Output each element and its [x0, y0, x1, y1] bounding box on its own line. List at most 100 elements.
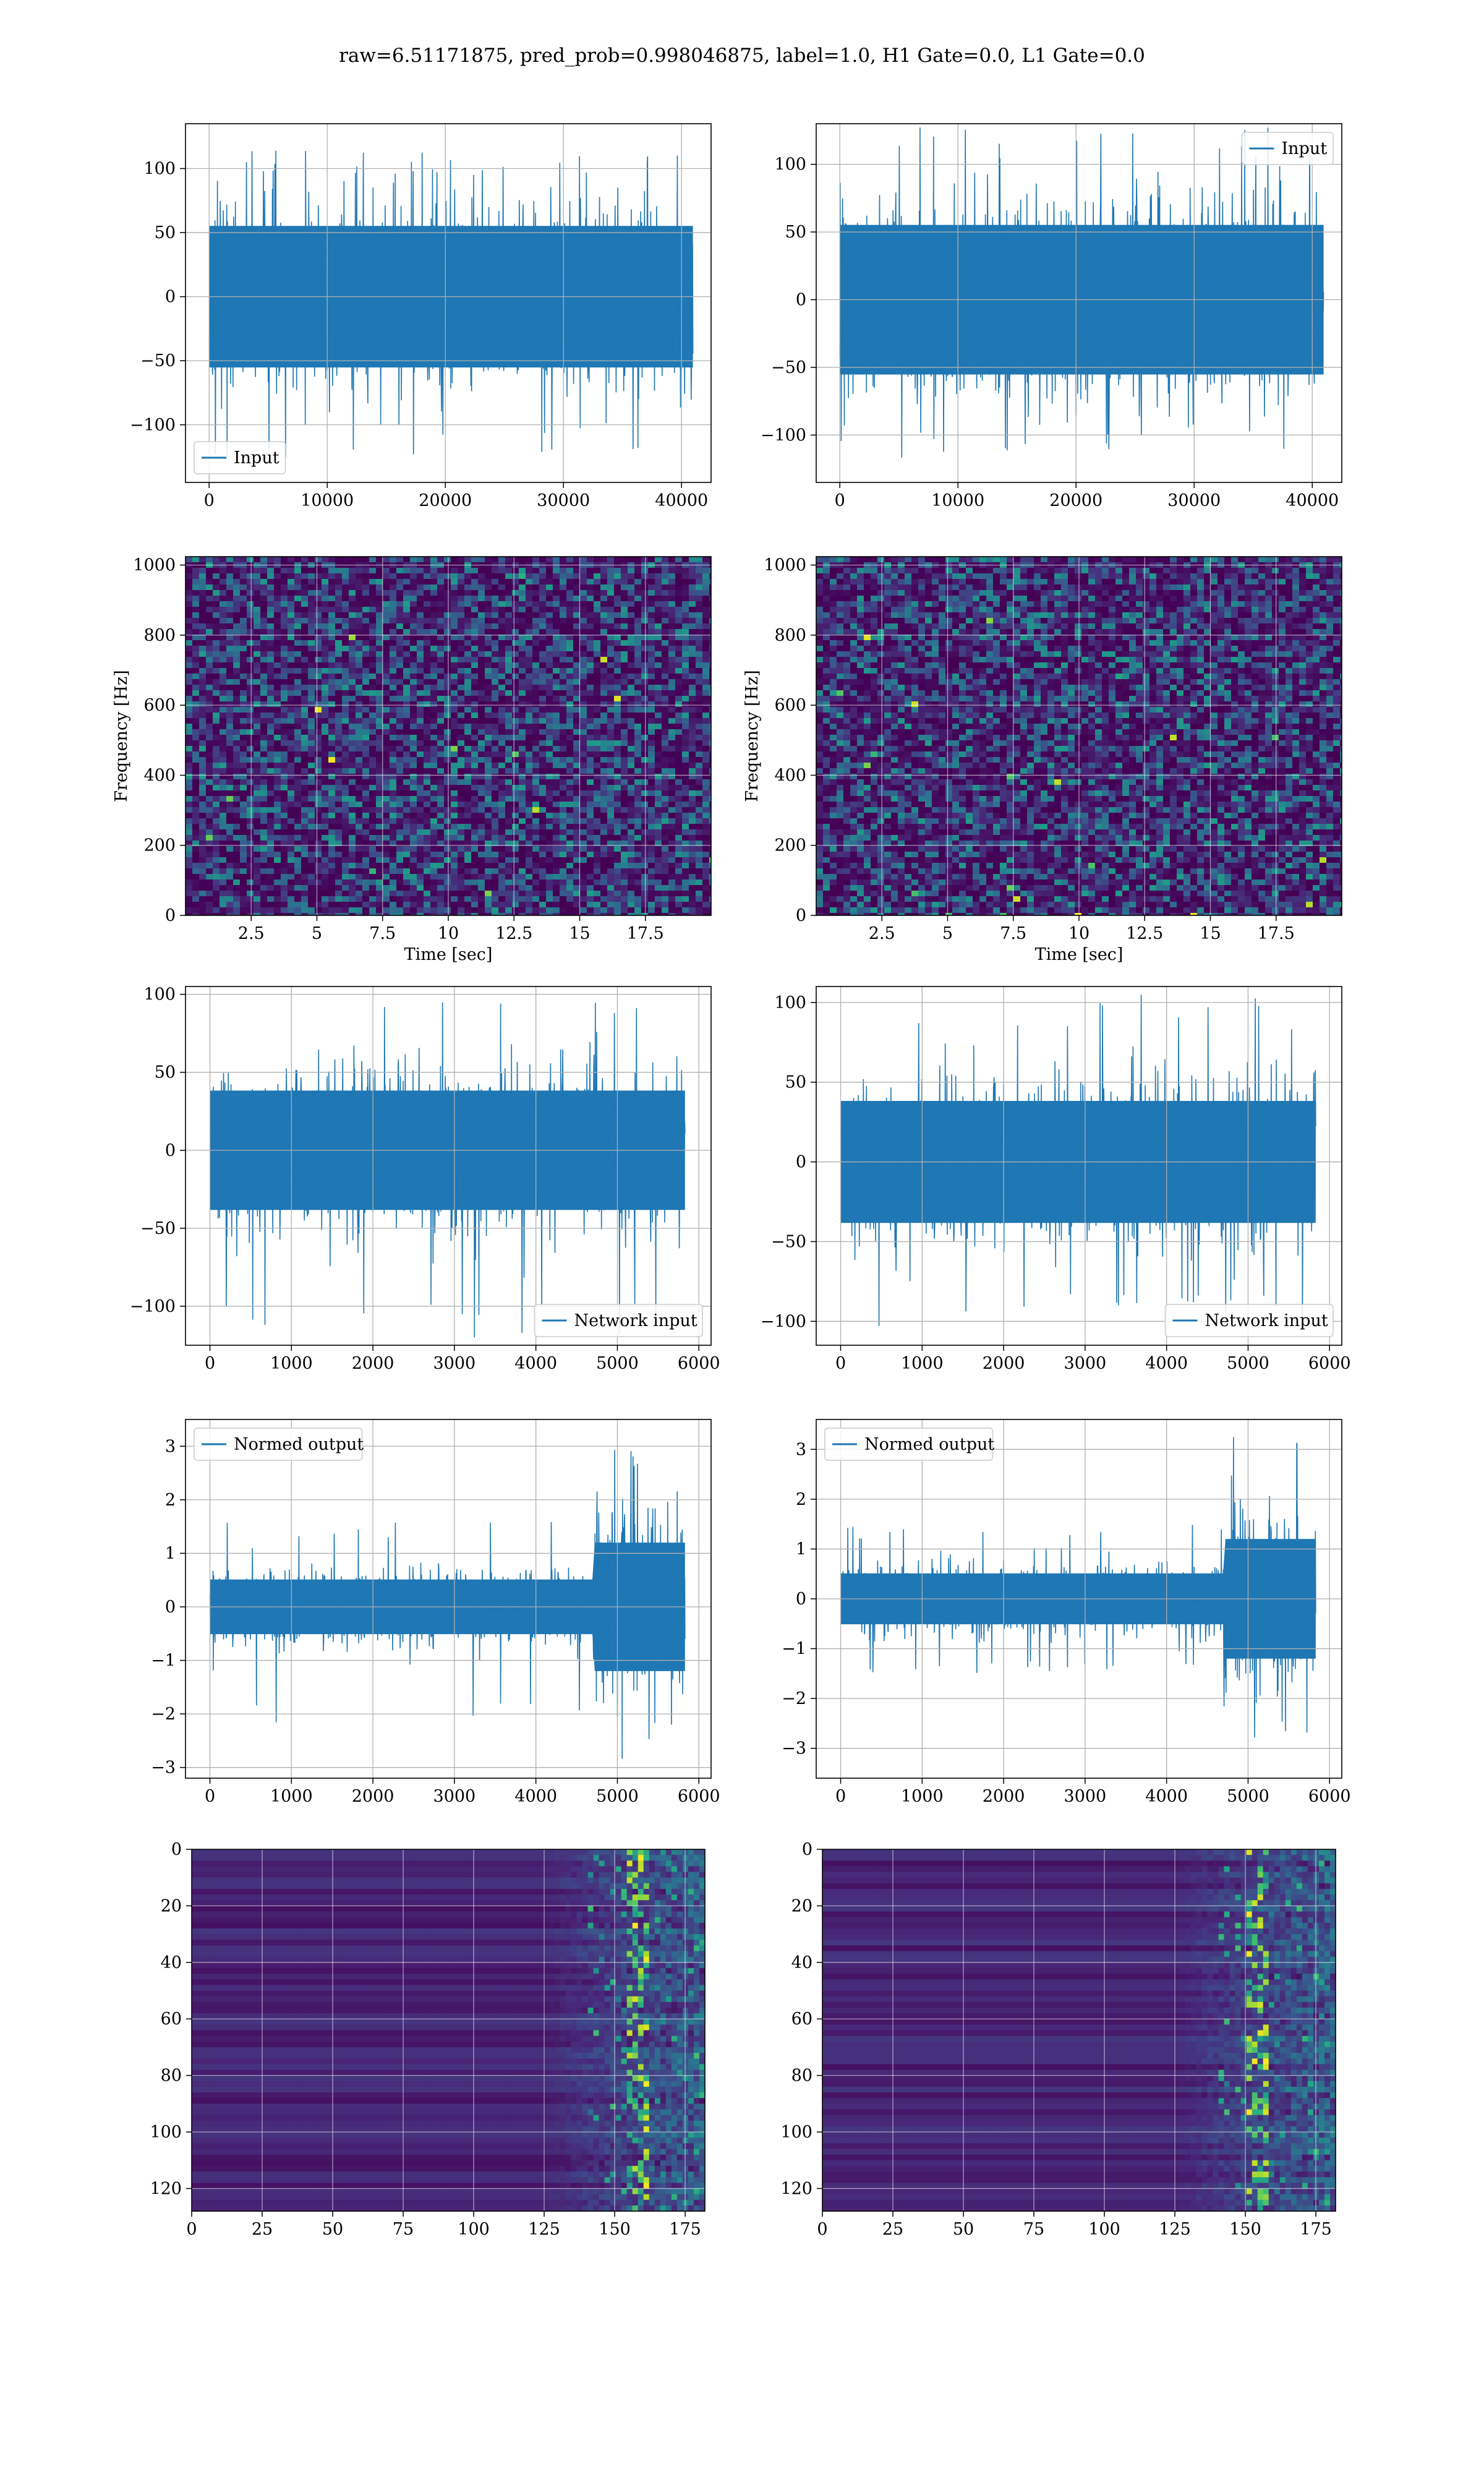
heatmap-cell: [662, 751, 669, 758]
heatmap-cell: [539, 584, 547, 591]
heatmap-cell: [621, 818, 628, 824]
heatmap-cell: [553, 640, 560, 646]
heatmap-cell: [478, 729, 485, 735]
heatmap-cell: [546, 768, 553, 774]
heatmap-cell: [254, 629, 261, 635]
heatmap-cell: [587, 646, 594, 652]
heatmap-cell: [260, 584, 268, 591]
heatmap-cell: [294, 618, 302, 624]
heatmap-cell: [505, 802, 513, 808]
heatmap-cell: [655, 857, 662, 863]
heatmap-cell: [505, 835, 513, 841]
heatmap-cell: [437, 707, 445, 713]
heatmap-cell: [709, 863, 711, 869]
heatmap-cell: [560, 668, 567, 674]
heatmap-cell: [560, 651, 567, 657]
heatmap-cell: [192, 646, 200, 652]
heatmap-cell: [369, 824, 377, 830]
heatmap-cell: [362, 607, 370, 613]
heatmap-cell: [186, 868, 193, 875]
heatmap-cell: [233, 707, 241, 713]
heatmap-cell: [512, 629, 519, 635]
heatmap-cell: [247, 662, 254, 669]
heatmap-cell: [519, 746, 526, 752]
heatmap-cell: [689, 746, 696, 752]
heatmap-cell: [512, 746, 519, 752]
heatmap-cell: [206, 785, 213, 791]
heatmap-cell: [322, 796, 329, 802]
heatmap-cell: [689, 668, 696, 674]
heatmap-cell: [254, 790, 261, 797]
heatmap-cell: [301, 668, 309, 674]
heatmap-cell: [478, 813, 485, 819]
heatmap-cell: [206, 796, 213, 802]
heatmap-cell: [553, 896, 560, 902]
heatmap-cell: [410, 880, 417, 886]
heatmap-cell: [451, 713, 458, 719]
heatmap-cell: [594, 557, 601, 563]
heatmap-cell: [410, 718, 417, 724]
heatmap-cell: [199, 902, 207, 908]
heatmap-cell: [539, 874, 547, 880]
heatmap-cell: [301, 651, 309, 657]
heatmap-cell: [308, 690, 315, 696]
heatmap-cell: [451, 785, 458, 791]
heatmap-cell: [689, 785, 696, 791]
heatmap-cell: [281, 584, 288, 591]
heatmap-cell: [356, 829, 363, 836]
heatmap-cell: [628, 779, 635, 785]
heatmap-cell: [662, 690, 669, 696]
heatmap-cell: [376, 629, 383, 635]
heatmap-cell: [274, 751, 281, 758]
heatmap-cell: [322, 590, 329, 596]
heatmap-cell: [301, 902, 309, 908]
heatmap-cell: [356, 640, 363, 646]
heatmap-cell: [594, 640, 601, 646]
heatmap-cell: [628, 863, 635, 869]
heatmap-cell: [301, 590, 309, 596]
heatmap-cell: [281, 679, 288, 685]
heatmap-cell: [301, 707, 309, 713]
heatmap-cell: [560, 824, 567, 830]
heatmap-cell: [192, 874, 200, 880]
heatmap-cell: [492, 579, 499, 585]
heatmap-cell: [403, 596, 411, 602]
heatmap-cell: [260, 857, 268, 863]
heatmap-cell: [437, 740, 445, 747]
heatmap-cell: [553, 796, 560, 802]
heatmap-cell: [546, 573, 553, 580]
heatmap-cell: [342, 891, 349, 897]
heatmap-cell: [396, 785, 404, 791]
heatmap-cell: [512, 813, 519, 819]
heatmap-cell: [213, 590, 220, 596]
heatmap-cell: [532, 612, 540, 618]
heatmap-cell: [587, 790, 594, 797]
heatmap-cell: [328, 690, 336, 696]
heatmap-cell: [512, 713, 519, 719]
heatmap-cell: [186, 874, 193, 880]
heatmap-cell: [628, 724, 635, 730]
heatmap-cell: [539, 802, 547, 808]
heatmap-cell: [648, 707, 655, 713]
heatmap-cell: [376, 751, 383, 758]
heatmap-cell: [254, 829, 261, 836]
heatmap-cell: [675, 857, 683, 863]
heatmap-cell: [560, 657, 567, 663]
heatmap-cell: [566, 601, 574, 607]
heatmap-cell: [308, 590, 315, 596]
heatmap-cell: [539, 774, 547, 780]
heatmap-cell: [580, 590, 587, 596]
heatmap-cell: [444, 713, 451, 719]
heatmap-cell: [437, 902, 445, 908]
heatmap-cell: [362, 768, 370, 774]
heatmap-cell: [396, 596, 404, 602]
heatmap-cell: [376, 829, 383, 836]
heatmap-cell: [655, 718, 662, 724]
heatmap-cell: [580, 779, 587, 785]
heatmap-cell: [498, 618, 506, 624]
heatmap-cell: [539, 573, 547, 580]
heatmap-cell: [696, 757, 703, 763]
heatmap-cell: [288, 612, 295, 618]
heatmap-cell: [322, 735, 329, 741]
heatmap-cell: [526, 846, 533, 852]
